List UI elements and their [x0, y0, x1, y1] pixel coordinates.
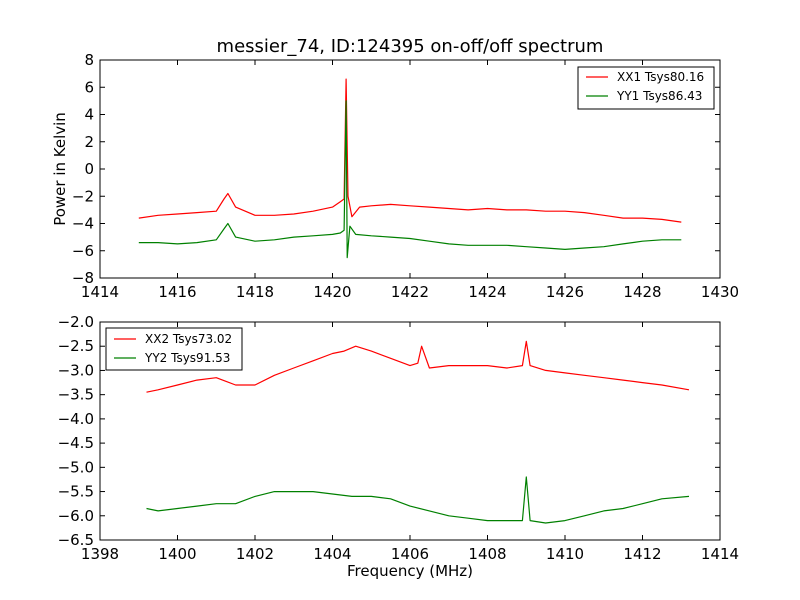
top-chart-legend-box: [577, 66, 715, 110]
x-tick-label: 1422: [391, 283, 429, 301]
y-tick-label: 2: [84, 133, 94, 151]
x-tick-label: 1400: [158, 545, 196, 563]
x-tick-label: 1404: [313, 545, 351, 563]
legend-label-xx2: XX2 Tsys73.02: [145, 332, 232, 346]
top-chart-legend: XX1 Tsys80.16 YY1 Tsys86.43: [577, 66, 715, 110]
legend-label-yy1: YY1 Tsys86.43: [616, 89, 702, 103]
y-tick-label: −3.5: [58, 386, 94, 404]
x-tick-label: 1418: [236, 283, 274, 301]
y-tick-label: −4.0: [58, 410, 94, 428]
y-tick-label: 6: [84, 78, 94, 96]
y-tick-label: −6: [72, 242, 94, 260]
y-tick-label: −2.5: [58, 337, 94, 355]
top-chart-ticks: 1414 1416 1418 1420 1422 1424 1426 1428 1430 −8 −6…: [72, 51, 739, 301]
y-tick-label: −2.0: [58, 313, 94, 331]
x-tick-label: 1398: [81, 545, 119, 563]
y-tick-label: 4: [84, 106, 94, 124]
bottom-chart-series-group: [146, 340, 690, 524]
x-tick-label: 1414: [701, 545, 739, 563]
y-tick-label: −4.5: [58, 434, 94, 452]
x-tick-label: 1424: [468, 283, 506, 301]
y-tick-label: −5.5: [58, 483, 94, 501]
y-tick-label: 0: [84, 160, 94, 178]
x-tick-label: 1420: [313, 283, 351, 301]
x-tick-label: 1416: [158, 283, 196, 301]
x-tick-label: 1428: [623, 283, 661, 301]
x-tick-label: 1412: [623, 545, 661, 563]
series-line-1-1: [146, 476, 690, 524]
legend-label-xx1: XX1 Tsys80.16: [617, 70, 704, 84]
y-tick-label: −2: [72, 187, 94, 205]
legend-label-yy2: YY2 Tsys91.53: [144, 351, 230, 365]
x-tick-label: 1406: [391, 545, 429, 563]
bottom-chart-x-axis-label: Frequency (MHz): [347, 562, 473, 580]
top-chart-series-group: [138, 78, 682, 259]
bottom-chart-legend: XX2 Tsys73.02 YY2 Tsys91.53: [105, 327, 243, 371]
y-tick-label: −5.0: [58, 458, 94, 476]
y-tick-label: −6.5: [58, 531, 94, 549]
bottom-chart: 1398 1400 1402 1404 1406 1408 1410 1412 1414 −6.5…: [58, 313, 740, 580]
y-tick-label: −6.0: [58, 507, 94, 525]
top-chart-y-axis-label: Power in Kelvin: [51, 112, 69, 226]
series-line-1-0: [146, 340, 690, 393]
bottom-chart-ticks: 1398 1400 1402 1404 1406 1408 1410 1412 1414 −6.5…: [58, 313, 740, 563]
x-tick-label: 1430: [701, 283, 739, 301]
y-tick-label: 8: [84, 51, 94, 69]
y-tick-label: −8: [72, 269, 94, 287]
x-tick-label: 1402: [236, 545, 274, 563]
x-tick-label: 1408: [468, 545, 506, 563]
series-line-0-1: [138, 100, 682, 259]
x-tick-label: 1414: [81, 283, 119, 301]
top-chart: 1414 1416 1418 1420 1422 1424 1426 1428 1430 −8 −6…: [51, 51, 739, 301]
bottom-chart-legend-box: [105, 327, 243, 371]
x-tick-label: 1410: [546, 545, 584, 563]
x-tick-label: 1426: [546, 283, 584, 301]
y-tick-label: −4: [72, 215, 94, 233]
series-line-0-0: [138, 78, 682, 223]
y-tick-label: −3.0: [58, 361, 94, 379]
chart-title: messier_74, ID:124395 on-off/off spectru…: [217, 36, 604, 57]
